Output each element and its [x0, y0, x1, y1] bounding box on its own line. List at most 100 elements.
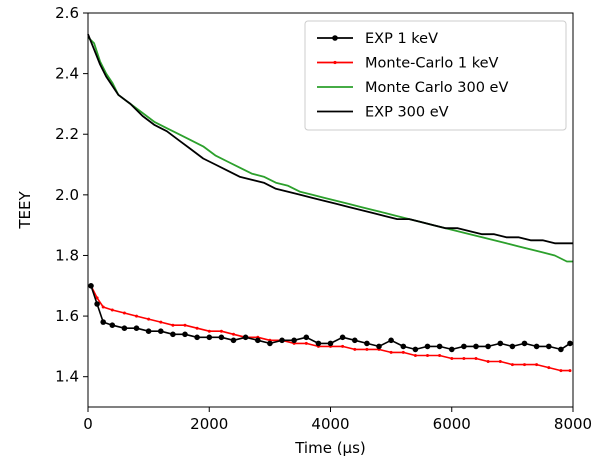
y-tick-label: 1.4 — [55, 368, 79, 386]
y-axis-label: TEEY — [16, 191, 34, 230]
data-point-exp-1-kev — [567, 340, 573, 347]
data-point-monte-carlo-1-kev — [426, 354, 429, 357]
data-point-exp-1-kev — [170, 331, 176, 338]
legend-swatch-marker — [332, 35, 338, 41]
data-point-exp-1-kev — [352, 337, 358, 344]
data-point-exp-1-kev — [521, 340, 528, 347]
data-point-monte-carlo-1-kev — [135, 314, 138, 318]
data-point-exp-1-kev — [182, 331, 188, 338]
data-point-monte-carlo-1-kev — [232, 332, 235, 336]
data-point-monte-carlo-1-kev — [219, 329, 223, 333]
data-point-monte-carlo-1-kev — [195, 326, 199, 330]
y-tick-label: 2.4 — [55, 65, 79, 83]
data-point-monte-carlo-1-kev — [365, 347, 369, 351]
data-point-monte-carlo-1-kev — [95, 296, 99, 300]
legend-label: Monte-Carlo 1 keV — [365, 56, 499, 72]
data-point-exp-1-kev — [230, 337, 237, 344]
data-point-exp-1-kev — [461, 343, 467, 350]
data-point-exp-1-kev — [327, 340, 334, 347]
legend-label: EXP 300 eV — [365, 105, 449, 121]
data-point-monte-carlo-1-kev — [110, 308, 114, 312]
data-point-monte-carlo-1-kev — [462, 357, 466, 360]
legend-box — [304, 20, 567, 131]
data-point-exp-1-kev — [558, 346, 564, 353]
data-point-monte-carlo-1-kev — [389, 350, 393, 354]
data-point-monte-carlo-1-kev — [413, 354, 417, 357]
data-point-exp-1-kev — [509, 343, 516, 350]
data-point-exp-1-kev — [412, 346, 419, 353]
x-tick-label: 6000 — [433, 415, 471, 433]
data-point-exp-1-kev — [533, 343, 540, 350]
data-point-monte-carlo-1-kev — [353, 347, 357, 351]
data-point-exp-1-kev — [424, 343, 431, 350]
data-point-monte-carlo-1-kev — [510, 363, 514, 367]
data-point-monte-carlo-1-kev — [547, 366, 551, 370]
series-line-monte-carlo-300-ev — [87, 36, 573, 263]
y-tick-label: 2.0 — [55, 186, 79, 204]
data-point-monte-carlo-1-kev — [535, 363, 539, 367]
x-axis-label: Time (µs) — [294, 439, 366, 457]
x-tick-label: 4000 — [311, 415, 349, 433]
legend-label: Monte Carlo 300 eV — [365, 80, 508, 96]
data-point-exp-1-kev — [400, 343, 407, 350]
data-point-exp-1-kev — [436, 343, 443, 350]
data-point-monte-carlo-1-kev — [341, 344, 345, 348]
y-tick-label: 2.2 — [55, 125, 79, 143]
data-point-monte-carlo-1-kev — [304, 341, 308, 345]
data-point-exp-1-kev — [364, 340, 370, 347]
data-point-exp-1-kev — [254, 337, 261, 344]
y-tick-label: 2.6 — [55, 4, 79, 22]
series-line-exp-1-kev — [90, 285, 571, 351]
data-point-exp-1-kev — [242, 334, 249, 341]
data-point-exp-1-kev — [100, 319, 106, 325]
data-point-exp-1-kev — [158, 328, 164, 335]
data-point-exp-1-kev — [291, 337, 297, 344]
data-point-monte-carlo-1-kev — [159, 320, 163, 324]
data-point-monte-carlo-1-kev — [122, 311, 126, 315]
series-layer — [87, 33, 573, 373]
data-point-monte-carlo-1-kev — [438, 354, 442, 357]
legend-label: EXP 1 keV — [365, 31, 438, 47]
data-point-exp-1-kev — [339, 334, 346, 341]
series-line-monte-carlo-1-kev — [90, 285, 570, 372]
data-point-exp-1-kev — [145, 328, 152, 335]
data-point-monte-carlo-1-kev — [559, 369, 563, 373]
data-point-exp-1-kev — [497, 340, 504, 347]
data-point-exp-1-kev — [109, 322, 116, 329]
y-tick-label: 1.6 — [55, 307, 79, 325]
data-point-exp-1-kev — [218, 334, 225, 341]
data-point-monte-carlo-1-kev — [474, 357, 478, 360]
data-point-exp-1-kev — [473, 343, 479, 350]
data-point-exp-1-kev — [303, 334, 310, 341]
legend-swatch-marker — [333, 60, 337, 65]
series-line-exp-300-ev — [87, 33, 573, 245]
data-point-monte-carlo-1-kev — [568, 369, 572, 373]
ticks-layer: 0 2000 4000 6000 8000 1.4 1.6 1.8 2.0 2.2 2.4 2.6 — [55, 4, 592, 433]
data-point-monte-carlo-1-kev — [207, 329, 211, 333]
data-point-exp-1-kev — [388, 337, 394, 344]
data-point-exp-1-kev — [485, 343, 491, 350]
data-point-monte-carlo-1-kev — [486, 360, 490, 363]
data-point-exp-1-kev — [94, 301, 100, 307]
data-point-monte-carlo-1-kev — [450, 357, 454, 360]
legend: EXP 1 keV Monte-Carlo 1 keV Monte Carlo 30… — [304, 20, 567, 131]
data-point-exp-1-kev — [546, 343, 552, 350]
data-point-monte-carlo-1-kev — [101, 305, 105, 309]
data-point-exp-1-kev — [267, 340, 273, 347]
data-point-exp-1-kev — [121, 325, 128, 332]
data-point-exp-1-kev — [194, 334, 200, 341]
data-point-exp-1-kev — [206, 334, 213, 341]
data-point-monte-carlo-1-kev — [523, 363, 526, 367]
data-point-exp-1-kev — [133, 325, 140, 332]
data-point-monte-carlo-1-kev — [147, 317, 151, 321]
y-tick-label: 1.8 — [55, 246, 79, 264]
data-point-monte-carlo-1-kev — [401, 350, 405, 354]
data-point-exp-1-kev — [88, 283, 94, 289]
x-tick-label: 0 — [83, 415, 93, 433]
data-point-exp-1-kev — [279, 337, 285, 344]
data-point-exp-1-kev — [376, 343, 382, 350]
data-point-exp-1-kev — [449, 346, 455, 353]
data-point-exp-1-kev — [315, 340, 322, 347]
data-point-monte-carlo-1-kev — [183, 323, 187, 327]
